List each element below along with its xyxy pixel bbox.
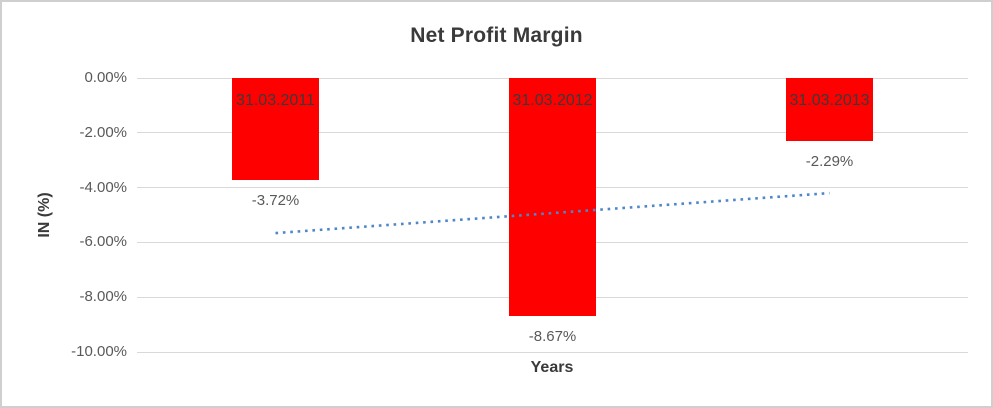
y-tick-label: -8.00% <box>79 288 127 306</box>
y-tick-label: -10.00% <box>71 343 127 360</box>
x-axis-title: Years <box>530 359 574 376</box>
bar-31.03.2011 <box>232 78 319 180</box>
bar-category-label: 31.03.2013 <box>789 92 870 109</box>
gridline <box>137 351 968 353</box>
bar-value-label: -3.72% <box>251 191 300 209</box>
y-tick-label: -2.00% <box>79 123 127 141</box>
bar-category-label: 31.03.2012 <box>512 92 593 109</box>
y-tick-label: 0.00% <box>84 69 127 86</box>
bar-value-label: -2.29% <box>805 152 854 170</box>
bar-31.03.2012 <box>509 78 596 316</box>
chart-title: Net Profit Margin <box>410 24 583 47</box>
bar-value-label: -8.67% <box>528 327 577 345</box>
bar-31.03.2013 <box>786 78 873 141</box>
y-tick-label: -4.00% <box>79 178 127 196</box>
bar-category-label: 31.03.2011 <box>236 92 315 109</box>
y-tick-label: -6.00% <box>79 233 127 251</box>
